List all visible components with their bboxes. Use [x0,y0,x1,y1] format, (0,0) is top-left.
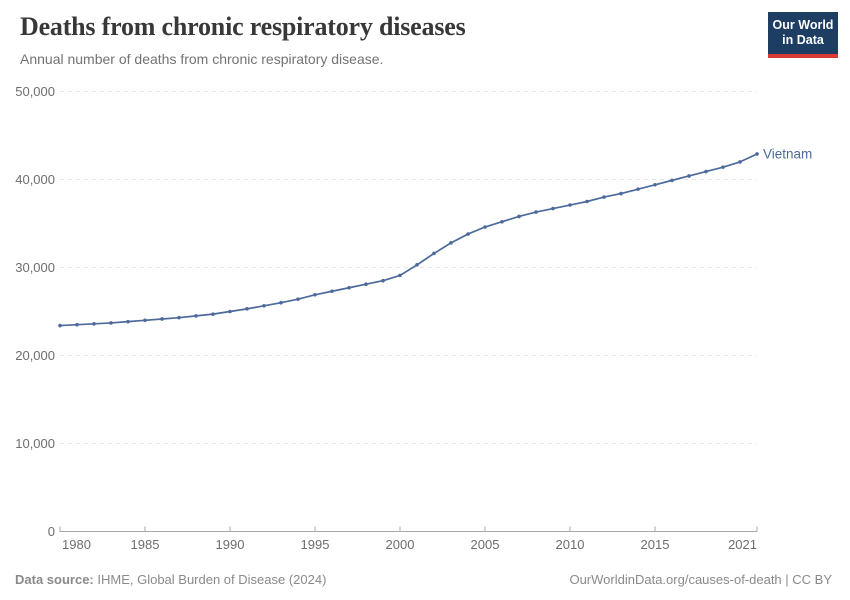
data-point[interactable] [602,195,606,199]
data-point[interactable] [755,152,759,156]
x-axis-tick-label: 2000 [386,537,415,552]
x-axis-tick-label: 1985 [131,537,160,552]
data-point[interactable] [109,321,113,325]
data-point[interactable] [517,214,521,219]
data-source-text: IHME, Global Burden of Disease (2024) [93,572,327,587]
data-point[interactable] [211,312,215,316]
data-point[interactable] [432,251,436,256]
data-source-label: Data source: [15,572,94,587]
data-point[interactable] [177,315,181,320]
data-point[interactable] [347,285,351,290]
owid-logo[interactable]: Our World in Data [768,12,838,58]
data-point[interactable] [75,322,79,327]
data-point[interactable] [449,241,453,245]
owid-logo-line2: in Data [782,33,824,48]
data-point[interactable] [143,318,147,323]
y-axis-tick-label: 0 [48,524,55,539]
data-point[interactable] [534,210,538,214]
x-axis-tick-label: 2010 [556,537,585,552]
data-point[interactable] [415,263,419,267]
data-point[interactable] [228,309,232,314]
x-axis-tick-label: 2005 [471,537,500,552]
data-point[interactable] [721,165,725,169]
data-point[interactable] [466,232,470,236]
data-point[interactable] [636,187,640,191]
data-point[interactable] [381,278,385,283]
data-point[interactable] [500,219,504,224]
data-point[interactable] [670,178,674,183]
y-axis-tick-label: 10,000 [15,436,55,451]
chart-title: Deaths from chronic respiratory diseases [20,12,466,41]
data-point[interactable] [279,300,283,305]
data-point[interactable] [245,307,249,311]
data-point[interactable] [585,199,589,204]
x-axis-tick-label: 2021 [728,537,757,552]
data-point[interactable] [619,191,623,196]
chart-footer: Data source: IHME, Global Burden of Dise… [15,572,832,587]
x-axis-tick-label: 1995 [301,537,330,552]
data-point[interactable] [58,323,62,328]
data-point[interactable] [194,314,198,318]
y-axis-tick-label: 50,000 [15,84,55,99]
data-point[interactable] [296,297,300,301]
series-end-label[interactable]: Vietnam [763,146,812,161]
x-axis-tick-label: 1980 [62,537,91,552]
data-point[interactable] [653,182,657,187]
data-point[interactable] [126,319,130,324]
y-axis-tick-label: 30,000 [15,260,55,275]
data-point[interactable] [330,289,334,294]
data-point[interactable] [92,322,96,326]
data-point[interactable] [704,169,708,174]
x-axis-tick-label: 1990 [216,537,245,552]
x-axis-tick-label: 2015 [641,537,670,552]
data-point[interactable] [160,317,164,321]
data-point[interactable] [398,273,402,278]
data-point[interactable] [483,225,487,229]
data-point[interactable] [262,303,266,308]
data-point[interactable] [364,282,368,287]
y-axis-tick-label: 20,000 [15,348,55,363]
credit-link[interactable]: OurWorldinData.org/causes-of-death | CC … [569,572,832,587]
chart-subtitle: Annual number of deaths from chronic res… [20,51,384,67]
series-line-vietnam[interactable] [59,153,758,327]
y-axis-tick-label: 40,000 [15,172,55,187]
data-point[interactable] [313,292,317,297]
owid-logo-line1: Our World [772,18,834,32]
data-source-note[interactable]: Data source: IHME, Global Burden of Dise… [15,572,326,587]
data-point[interactable] [551,206,555,211]
data-point[interactable] [568,203,572,207]
data-point[interactable] [687,174,691,178]
data-point[interactable] [738,160,742,164]
